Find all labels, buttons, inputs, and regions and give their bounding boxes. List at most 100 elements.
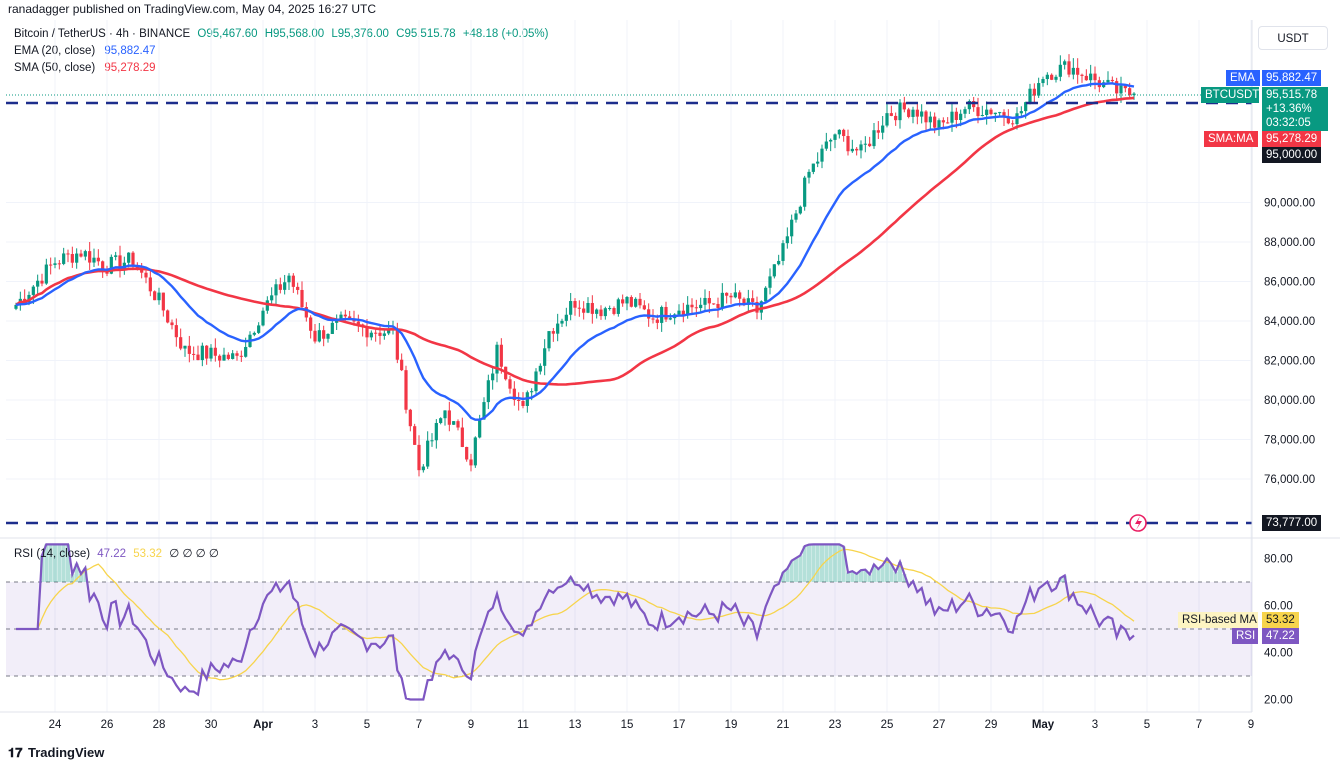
candle	[114, 251, 118, 261]
time-tick-label: 28	[153, 719, 166, 731]
candle	[889, 105, 893, 117]
candle	[729, 292, 733, 304]
btc-price-block: 95,515.78 +13.36% 03:32:05	[1262, 87, 1328, 131]
candle	[902, 96, 906, 113]
candle	[309, 315, 313, 339]
candle	[79, 249, 83, 258]
rsi-ma-legend-value: 53.32	[133, 548, 163, 560]
candle	[1110, 76, 1114, 84]
time-tick-label: 9	[468, 719, 474, 731]
candle	[599, 305, 603, 320]
candle	[335, 314, 339, 331]
candle	[772, 264, 776, 279]
time-tick-label: 3	[1092, 719, 1098, 731]
candle	[746, 289, 750, 313]
candle	[148, 270, 152, 297]
candle	[508, 376, 512, 394]
candle	[222, 347, 226, 361]
lightning-icon[interactable]	[1129, 514, 1147, 532]
candle	[915, 102, 919, 125]
candle	[491, 366, 495, 390]
candle	[816, 152, 820, 168]
candle	[465, 446, 469, 462]
candle	[404, 365, 408, 414]
candle	[720, 283, 724, 311]
time-tick-label: 25	[881, 719, 894, 731]
time-tick-label: 17	[673, 719, 686, 731]
sma-tag: SMA:MA	[1204, 131, 1258, 147]
candle	[512, 381, 516, 406]
candle	[339, 311, 343, 320]
time-tick-label: 3	[312, 719, 318, 731]
candle	[811, 163, 815, 175]
candle	[1032, 83, 1036, 103]
candle	[387, 321, 391, 336]
candle	[44, 258, 48, 285]
time-tick-label: 5	[1144, 719, 1150, 731]
candle	[842, 128, 846, 142]
candle	[868, 136, 872, 148]
btc-pct-label: +13.36%	[1266, 103, 1312, 115]
candle	[833, 133, 837, 149]
time-tick-label: 29	[985, 719, 998, 731]
rsi-legend-label: RSI (14, close)	[14, 548, 91, 560]
rsi-overbought-fill	[40, 544, 1067, 582]
candle	[413, 423, 417, 445]
candle	[538, 363, 542, 375]
candle	[755, 296, 759, 320]
time-tick-label: 15	[621, 719, 634, 731]
candle	[274, 279, 278, 305]
candle	[239, 350, 243, 362]
candle	[621, 294, 625, 307]
candle	[625, 295, 629, 311]
candle	[699, 297, 703, 312]
candle	[192, 346, 196, 361]
candle	[876, 121, 880, 139]
candle	[1058, 55, 1062, 82]
ema-legend-value: 95,882.47	[104, 45, 156, 57]
time-tick-label: 11	[517, 719, 529, 731]
candle	[131, 251, 135, 271]
price-tick-label: 88,000.00	[1264, 237, 1315, 249]
candle	[92, 248, 96, 268]
candle	[1106, 71, 1110, 85]
candle	[703, 289, 707, 312]
candle	[1045, 72, 1049, 86]
candle	[183, 345, 187, 357]
candle	[330, 320, 334, 334]
candle	[291, 273, 295, 293]
time-tick-label: Apr	[253, 719, 273, 731]
candle	[270, 287, 274, 305]
candle	[690, 298, 694, 313]
candle	[803, 175, 807, 211]
candle	[634, 297, 638, 308]
candle	[638, 293, 642, 309]
currency-selector[interactable]: USDT	[1258, 26, 1328, 50]
candle	[556, 313, 560, 342]
time-tick-label: 21	[777, 719, 790, 731]
candle	[57, 260, 61, 270]
candle	[725, 292, 729, 304]
candle	[179, 328, 183, 351]
candle	[681, 302, 685, 323]
candle	[283, 274, 287, 295]
candle	[560, 318, 564, 327]
time-tick-label: 5	[364, 719, 370, 731]
candle	[907, 107, 911, 119]
candle	[898, 99, 902, 129]
tradingview-logo[interactable]: 𝟏𝟕 TradingView	[8, 745, 104, 761]
candle	[1093, 66, 1097, 90]
candle	[36, 274, 40, 295]
candle	[577, 300, 581, 317]
time-tick-label: 30	[205, 719, 218, 731]
candle	[213, 338, 217, 362]
candle	[278, 277, 282, 294]
candle	[486, 374, 490, 410]
candle	[924, 110, 928, 131]
price-tick-label: 80,000.00	[1264, 395, 1315, 407]
candle	[517, 392, 521, 411]
candle	[252, 331, 256, 337]
candle	[62, 247, 66, 266]
candle	[586, 297, 590, 314]
